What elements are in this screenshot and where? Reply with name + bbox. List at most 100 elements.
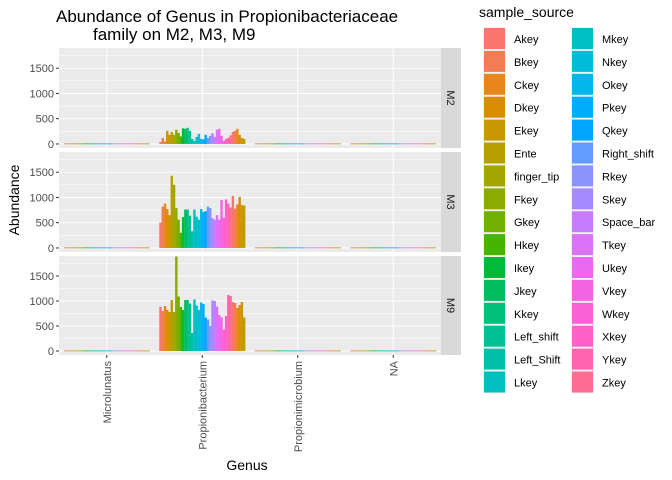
legend-key	[484, 50, 505, 72]
bar	[259, 350, 262, 352]
chart-title-line-2: family on M2, M3, M9	[93, 25, 256, 44]
bar	[84, 350, 87, 352]
y-tick-label: 500	[36, 321, 54, 333]
legend-label: Okey	[602, 80, 628, 92]
bar	[195, 136, 198, 144]
bar	[309, 247, 312, 249]
bar	[127, 350, 130, 352]
bar	[224, 138, 228, 144]
bar	[304, 247, 307, 249]
bar	[168, 215, 171, 248]
bar	[79, 350, 83, 352]
bar	[286, 350, 289, 352]
legend-label: Mkey	[602, 34, 629, 46]
bar	[281, 247, 285, 249]
legend-key	[484, 211, 505, 233]
bar	[297, 143, 301, 145]
bar	[131, 143, 135, 145]
bar	[179, 232, 183, 248]
bar	[145, 247, 148, 249]
bar	[211, 300, 214, 351]
bar	[300, 247, 303, 249]
bar	[213, 136, 216, 144]
bar	[390, 350, 394, 352]
bar	[229, 135, 232, 144]
bar	[266, 143, 269, 145]
legend: sample_source Akey Bkey Ckey Dkey Ekey Ente fi…	[479, 4, 656, 394]
bar	[109, 143, 112, 145]
facet-label: M3	[444, 194, 456, 209]
bar	[113, 350, 116, 352]
bar	[431, 350, 435, 352]
bar	[188, 303, 192, 351]
bar	[142, 143, 146, 145]
bar	[418, 143, 421, 145]
y-tick-label: 1000	[30, 192, 54, 204]
bar	[145, 350, 148, 352]
bar	[359, 247, 362, 249]
bar	[242, 317, 246, 351]
bar	[284, 350, 287, 352]
bar	[84, 247, 87, 249]
legend-label: Qkey	[602, 126, 628, 138]
bar	[377, 247, 380, 249]
bar	[288, 247, 292, 249]
bar	[115, 247, 119, 249]
bar	[236, 128, 239, 144]
bar	[229, 296, 232, 351]
bar	[68, 143, 71, 145]
bar	[415, 143, 419, 145]
bar	[222, 140, 226, 144]
legend-label: Ekey	[514, 126, 539, 138]
bar	[350, 350, 353, 352]
panel-background	[59, 48, 441, 148]
bar	[118, 143, 121, 145]
bar	[233, 130, 237, 144]
bar	[224, 199, 228, 248]
legend-key	[572, 234, 593, 256]
bar	[133, 247, 137, 249]
bar	[368, 247, 371, 249]
bar	[77, 143, 80, 145]
bar	[179, 136, 183, 144]
bar	[386, 143, 389, 145]
bar	[93, 247, 96, 249]
bar	[413, 143, 417, 145]
legend-label: Ukey	[602, 263, 628, 275]
bar	[81, 350, 85, 352]
bar	[218, 219, 221, 248]
bar	[131, 247, 135, 249]
bar	[272, 247, 276, 249]
bar	[370, 143, 374, 145]
bar	[268, 247, 271, 249]
bar	[331, 247, 335, 249]
bar	[363, 350, 367, 352]
legend-key	[484, 119, 505, 141]
legend-key	[572, 73, 593, 95]
bar	[218, 315, 221, 351]
bar	[357, 143, 360, 145]
bar	[170, 300, 173, 351]
bar	[375, 350, 378, 352]
legend-label: finger_tip	[514, 171, 559, 183]
bar	[268, 143, 271, 145]
bar	[433, 143, 437, 145]
bar	[270, 143, 274, 145]
bar	[375, 143, 378, 145]
plot-area: 0 500 1000 1500 M2 0 500 1000 1500 M3 0 500 1000 1500…	[30, 48, 461, 452]
bar	[159, 307, 162, 351]
bar	[402, 143, 405, 145]
bar	[284, 143, 287, 145]
bar	[109, 350, 112, 352]
bar	[318, 247, 321, 249]
bar	[97, 143, 101, 145]
bar	[302, 143, 305, 145]
bar	[415, 247, 419, 249]
bar	[90, 247, 94, 249]
bar	[302, 350, 305, 352]
bar	[275, 247, 278, 249]
bar	[129, 350, 132, 352]
legend-key	[572, 279, 593, 301]
bar	[75, 350, 78, 352]
bar	[147, 143, 150, 145]
